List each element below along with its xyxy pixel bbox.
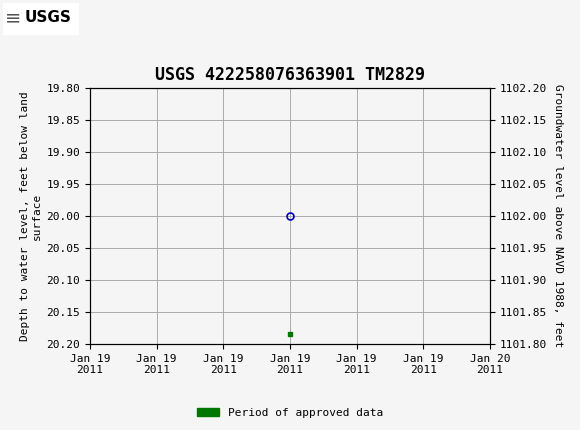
Text: USGS: USGS bbox=[24, 10, 71, 25]
Text: ≡: ≡ bbox=[5, 8, 21, 27]
Legend: Period of approved data: Period of approved data bbox=[193, 403, 387, 422]
Bar bbox=[3, 3, 78, 34]
Y-axis label: Groundwater level above NAVD 1988, feet: Groundwater level above NAVD 1988, feet bbox=[553, 84, 563, 348]
Y-axis label: Depth to water level, feet below land
surface: Depth to water level, feet below land su… bbox=[20, 91, 42, 341]
Title: USGS 422258076363901 TM2829: USGS 422258076363901 TM2829 bbox=[155, 66, 425, 84]
